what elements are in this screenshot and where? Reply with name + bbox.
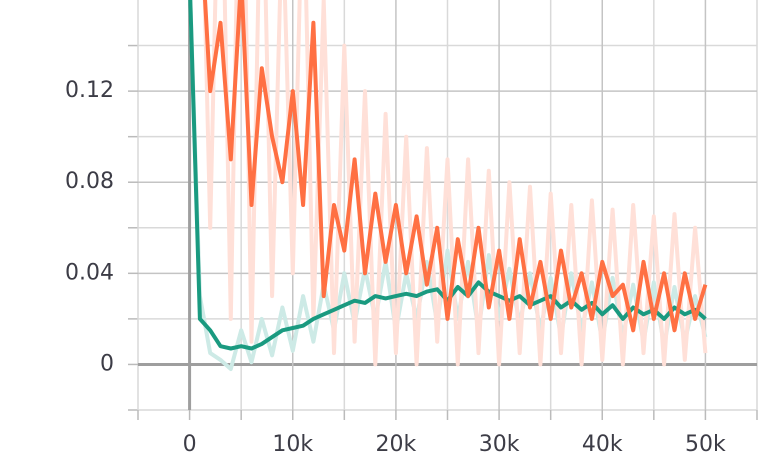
y-tick-label: 0.08 — [65, 169, 114, 194]
x-tick-label: 10k — [272, 432, 313, 457]
x-tick-label: 30k — [479, 432, 520, 457]
x-tick-label: 50k — [685, 432, 726, 457]
y-tick-label: 0 — [100, 351, 114, 376]
tick-labels: 0 0.04 0.08 0.12 0 10k 20k 30k 40k 50k — [65, 78, 726, 457]
y-tick-label: 0.04 — [65, 260, 114, 285]
series-line — [203, 0, 708, 333]
x-tick-label: 20k — [376, 432, 417, 457]
y-tick-label: 0.12 — [65, 78, 114, 103]
x-tick-label: 40k — [582, 432, 623, 457]
series-line — [202, 0, 708, 367]
plot-area — [188, 0, 708, 371]
x-tick-label: 0 — [183, 432, 197, 457]
series-line — [188, 0, 707, 351]
